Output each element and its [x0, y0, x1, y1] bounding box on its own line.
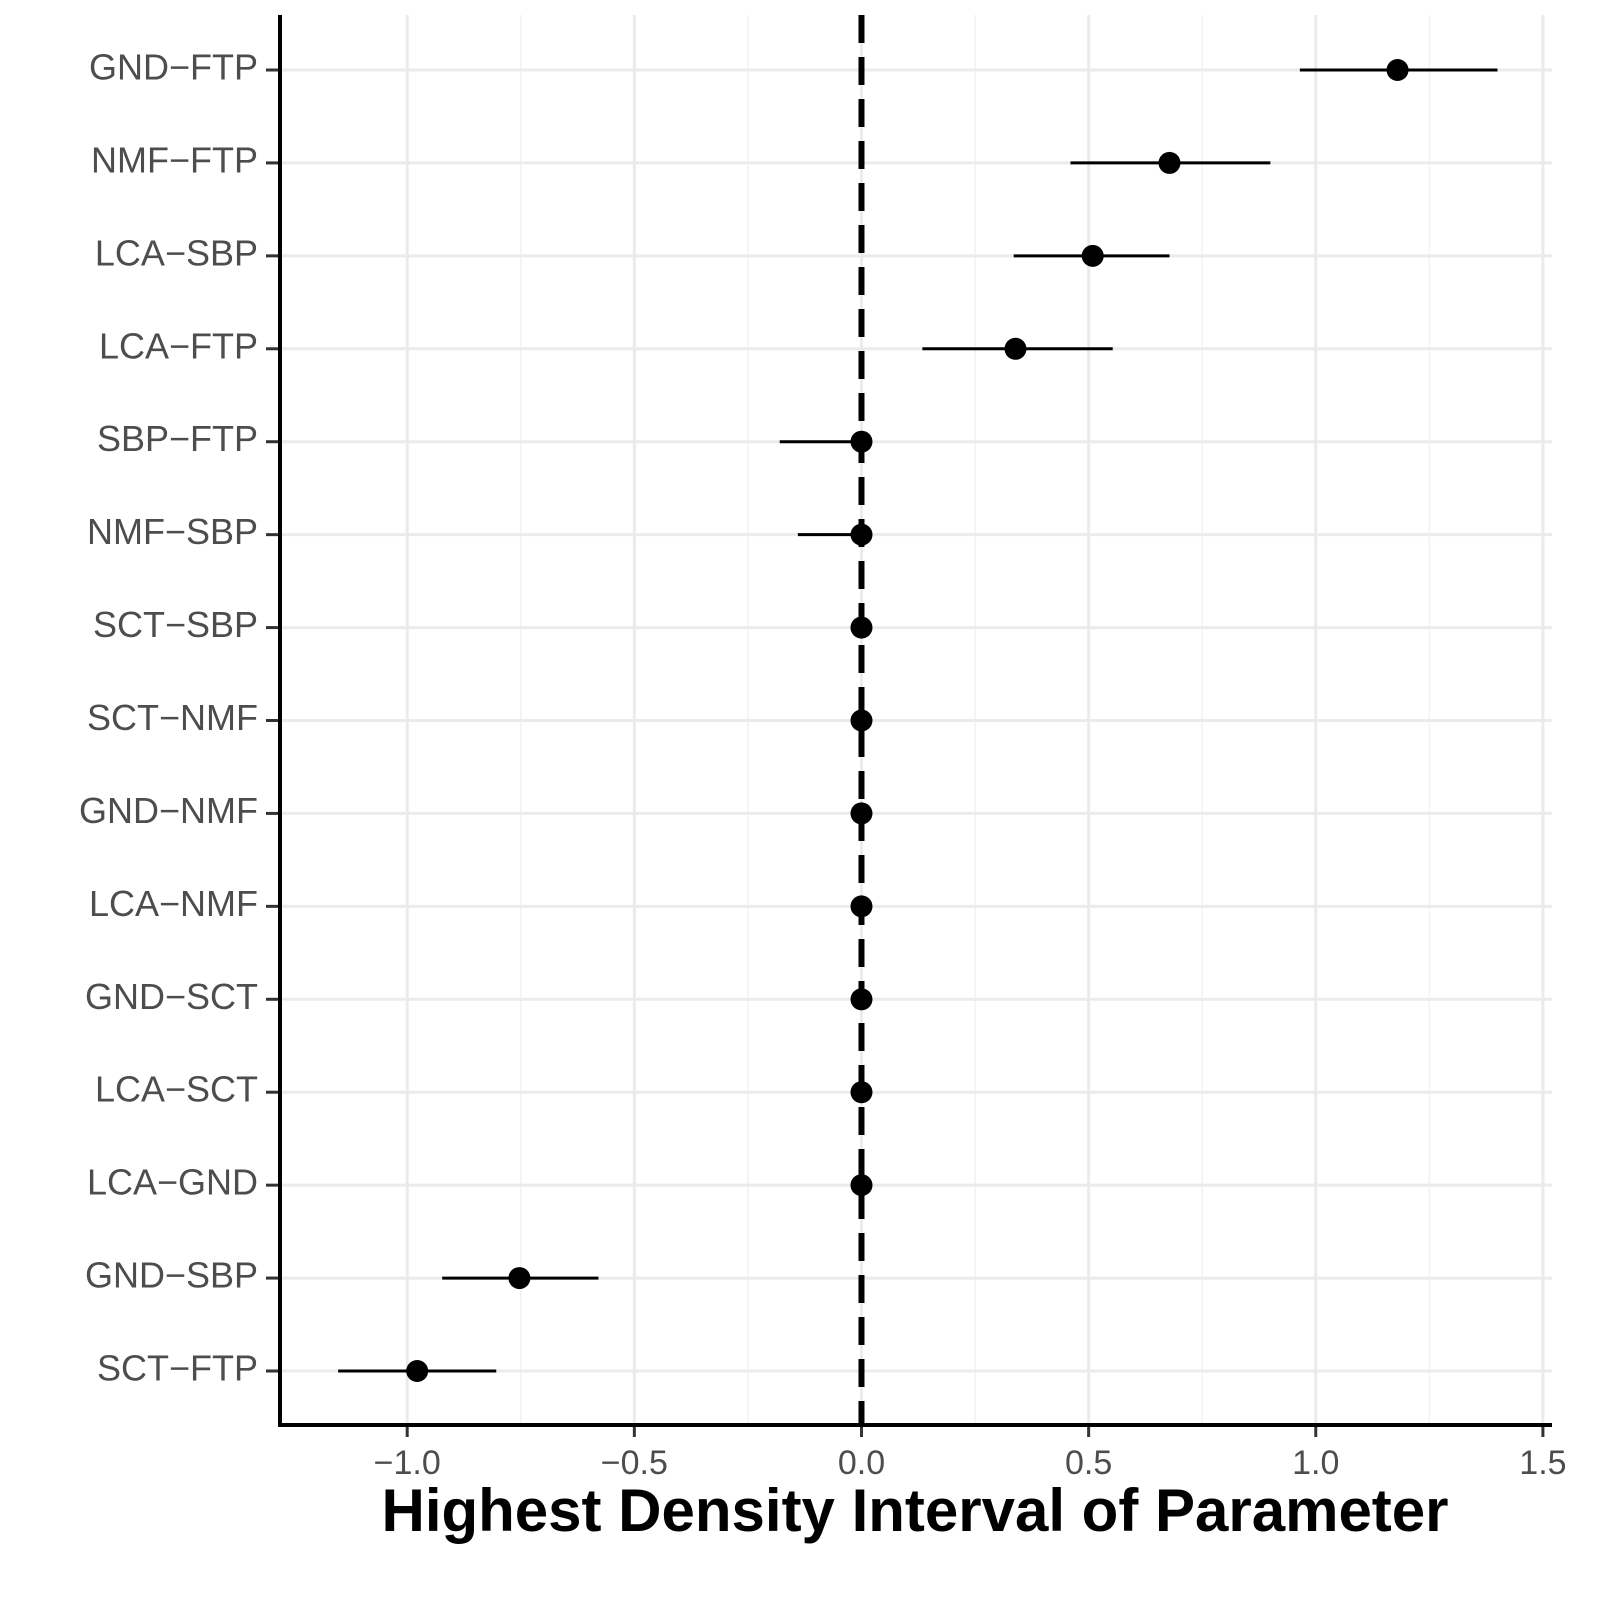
y-tick-label: SCT−FTP: [97, 1348, 258, 1389]
point: [850, 616, 873, 639]
y-tick-label: GND−SCT: [85, 976, 258, 1017]
x-tick-label: −0.5: [601, 1444, 668, 1482]
y-tick-label: GND−NMF: [79, 790, 258, 831]
y-tick-label: SCT−SBP: [93, 604, 258, 645]
point: [850, 523, 873, 546]
point: [508, 1267, 531, 1290]
point: [1158, 151, 1181, 174]
y-tick-label: NMF−FTP: [91, 139, 258, 180]
y-tick-label: SCT−NMF: [87, 697, 258, 738]
point: [1004, 337, 1027, 360]
point: [850, 802, 873, 825]
point: [850, 709, 873, 732]
point: [850, 430, 873, 453]
point: [850, 988, 873, 1011]
x-tick-label: 0.0: [838, 1444, 885, 1482]
x-axis-title: Highest Density Interval of Parameter: [381, 1477, 1448, 1544]
y-tick-label: NMF−SBP: [87, 511, 258, 552]
point: [850, 895, 873, 918]
y-tick-label: LCA−SCT: [95, 1069, 258, 1110]
y-tick-label: LCA−NMF: [89, 883, 258, 924]
y-tick-label: GND−FTP: [89, 47, 258, 88]
y-tick-label: LCA−SBP: [95, 232, 258, 273]
y-tick-label: SBP−FTP: [97, 418, 258, 459]
y-tick-label: LCA−GND: [87, 1162, 258, 1203]
x-tick-label: 1.5: [1519, 1444, 1566, 1482]
x-tick-label: −1.0: [374, 1444, 441, 1482]
y-tick-label: GND−SBP: [85, 1255, 258, 1296]
point: [850, 1174, 873, 1197]
point: [406, 1360, 429, 1382]
point: [1386, 59, 1409, 81]
x-tick-label: 1.0: [1292, 1444, 1339, 1482]
point: [1081, 244, 1104, 267]
x-tick-label: 0.5: [1065, 1444, 1112, 1482]
y-tick-label: LCA−FTP: [99, 325, 258, 366]
point: [850, 1081, 873, 1104]
